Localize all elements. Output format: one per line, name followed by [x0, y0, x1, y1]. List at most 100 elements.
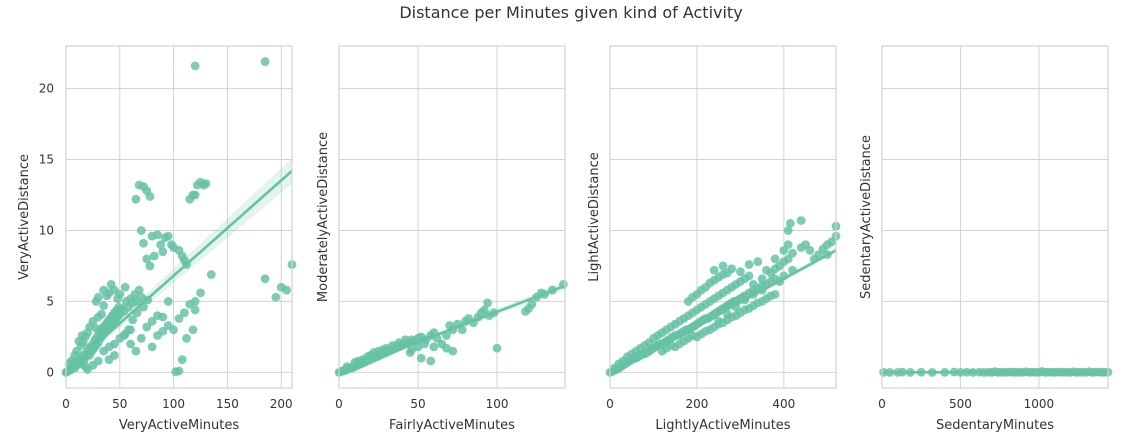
scatter-point: [260, 274, 270, 284]
y-tick-label: 20: [39, 82, 54, 96]
scatter-point: [147, 316, 157, 326]
scatter-point: [416, 353, 426, 363]
scatter-point: [735, 267, 745, 277]
scatter-point: [770, 254, 780, 264]
scatter-point: [429, 342, 439, 352]
scatter-point: [136, 333, 146, 343]
scatter-point: [110, 350, 119, 360]
scatter-point: [744, 260, 754, 269]
scatter-point: [442, 343, 451, 353]
scatter-point: [378, 345, 388, 355]
regression-line: [609, 249, 837, 375]
scatter-point: [134, 285, 144, 295]
x-tick-label: 200: [270, 397, 293, 411]
scatter-point: [492, 343, 502, 353]
y-tick-label: 0: [46, 365, 54, 379]
scatter-point: [110, 339, 119, 349]
subplot-2: 0 50 100 FairlyActiveMinutes ModeratelyActiv…: [316, 45, 568, 433]
y-tick-label: 10: [39, 223, 54, 237]
scatter-point: [709, 265, 719, 275]
scatter-point: [158, 326, 168, 336]
y-axis-label: ModeratelyActiveDistance: [316, 132, 331, 302]
regression-line: [338, 284, 566, 374]
scatter-point: [749, 280, 758, 289]
scatter-point: [91, 323, 101, 333]
scatter-point: [182, 333, 191, 343]
scatter-point: [363, 352, 372, 362]
scatter-point: [718, 261, 728, 271]
scatter-point: [145, 261, 155, 271]
x-tick-label: 0: [62, 397, 70, 411]
scatter-point: [714, 316, 724, 326]
x-tick-label: 150: [216, 397, 239, 411]
scatter-point: [744, 271, 754, 281]
scatter-point: [147, 342, 157, 352]
scatter-point: [80, 332, 90, 342]
scatter-point: [115, 289, 125, 299]
scatter-point: [206, 270, 216, 279]
scatter-point: [369, 348, 379, 357]
scatter-point: [201, 179, 211, 189]
scatter-point: [97, 309, 106, 319]
x-tick-label: 0: [878, 397, 886, 411]
scatter-point: [128, 315, 138, 325]
y-axis-label: LightActiveDistance: [587, 152, 602, 282]
scatter-point: [174, 314, 184, 323]
scatter-point: [153, 230, 162, 240]
x-tick-label: 1000: [1024, 397, 1055, 411]
scatter-point: [190, 190, 200, 200]
scatter-point: [688, 331, 697, 340]
subplot-1: 0 50 100 150 200 0 5 10 15 20 VeryActiveMinutes Ver…: [17, 45, 297, 433]
scatter-point: [163, 231, 173, 241]
y-axis-label: SedentaryActiveDistance: [859, 135, 874, 299]
scatter-point: [158, 312, 168, 322]
scatter-point: [174, 366, 184, 376]
scatter-point: [190, 305, 200, 315]
axes-frame: [338, 45, 566, 389]
x-axis-label: LightlyActiveMinutes: [655, 418, 790, 433]
regression-line: [65, 169, 293, 372]
scatter-point: [120, 282, 130, 292]
scatter-point: [142, 254, 152, 264]
scatter-point: [136, 226, 146, 235]
scatter-point: [131, 346, 141, 356]
scatter-point: [188, 325, 198, 335]
scatter-point: [119, 331, 129, 340]
scatter-point: [753, 257, 763, 267]
x-tick-label: 50: [410, 397, 425, 411]
scatter-point: [139, 238, 148, 248]
scatter-point: [91, 297, 101, 306]
scatter-point: [426, 356, 436, 366]
scatter-point: [169, 325, 179, 335]
scatter-point: [99, 301, 109, 311]
scatter-point: [190, 297, 200, 306]
x-tick-label: 0: [606, 397, 614, 411]
scatter-point: [145, 192, 155, 201]
scatter-point: [196, 288, 205, 298]
scatter-point: [457, 325, 467, 335]
x-tick-label: 200: [685, 397, 708, 411]
axes-frame: [65, 45, 293, 389]
scatter-point: [805, 245, 815, 255]
scatter-point: [190, 61, 200, 71]
scatter-point: [527, 299, 537, 309]
subplot-4: 0 500 1000 SedentaryMinutes SedentaryActiveD…: [859, 45, 1113, 433]
scatter-point: [70, 350, 80, 360]
scatter-point: [131, 194, 141, 204]
scatter-point: [163, 297, 173, 306]
scatter-point: [727, 264, 737, 274]
scatter-point: [483, 298, 492, 308]
scatter-point: [783, 226, 793, 235]
scatter-point: [158, 247, 168, 257]
scatter-point: [271, 292, 281, 302]
x-axis-label: VeryActiveMinutes: [119, 418, 240, 433]
scatter-point: [156, 240, 166, 250]
scatter-point: [644, 338, 654, 347]
scatter-point: [83, 365, 92, 374]
x-tick-label: 0: [335, 397, 343, 411]
scatter-point: [99, 285, 109, 295]
x-tick-label: 400: [772, 397, 795, 411]
scatter-point: [762, 265, 771, 275]
